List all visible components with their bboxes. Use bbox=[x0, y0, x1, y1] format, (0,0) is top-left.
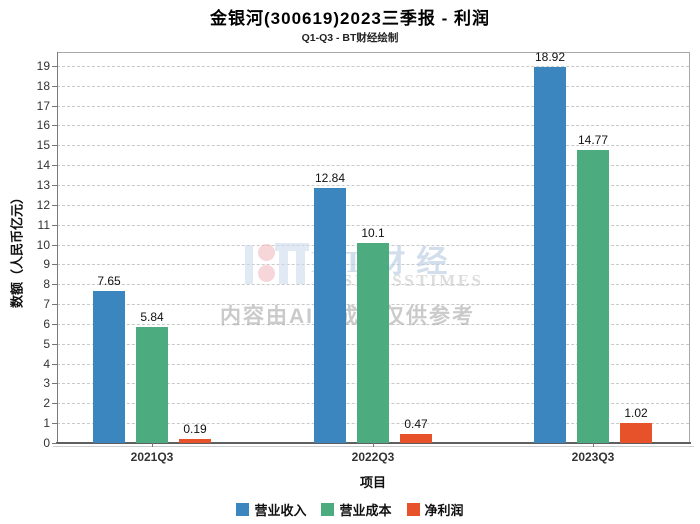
legend-swatch bbox=[321, 503, 335, 516]
y-tick-label: 18 bbox=[36, 78, 50, 93]
plot-border-top bbox=[57, 52, 690, 53]
y-tick-mark bbox=[52, 304, 57, 306]
y-tick-label: 12 bbox=[36, 197, 50, 212]
bar bbox=[620, 422, 652, 443]
y-tick-label: 2 bbox=[43, 396, 50, 411]
legend: 营业收入 营业成本 净利润 bbox=[0, 500, 700, 519]
y-tick-label: 13 bbox=[36, 177, 50, 192]
bar-value-label: 12.84 bbox=[314, 171, 346, 186]
y-tick-mark bbox=[52, 184, 57, 186]
bar-value-label: 0.19 bbox=[183, 422, 207, 437]
y-tick-mark bbox=[52, 423, 57, 425]
chart-title: 金银河(300619)2023三季报 - 利润 bbox=[210, 9, 490, 28]
y-tick-mark bbox=[52, 383, 57, 385]
x-category-label: 2022Q3 bbox=[351, 450, 395, 464]
x-axis-title: 项目 bbox=[359, 475, 386, 490]
y-tick-mark bbox=[52, 165, 57, 167]
legend-swatch bbox=[406, 503, 420, 516]
y-tick-mark bbox=[52, 204, 57, 206]
bar bbox=[534, 67, 566, 443]
y-tick-label: 8 bbox=[43, 277, 50, 292]
y-tick-mark bbox=[52, 264, 57, 266]
legend-label: 净利润 bbox=[424, 503, 464, 518]
bar bbox=[136, 327, 168, 443]
gridline bbox=[57, 85, 689, 87]
gridline bbox=[57, 145, 689, 147]
bars-layer: 7.65 12.84 18.92 5.84 10.1 14.77 0.19 0.47 1.02 bbox=[57, 50, 689, 443]
x-tick-mark bbox=[373, 443, 374, 447]
y-tick-label: 10 bbox=[36, 237, 50, 252]
y-tick-mark bbox=[52, 343, 57, 345]
bar-value-label: 5.84 bbox=[140, 310, 164, 325]
bar-value-label: 0.47 bbox=[404, 416, 428, 431]
bar-value-label: 7.65 bbox=[97, 274, 121, 289]
y-tick-label: 7 bbox=[43, 297, 50, 312]
x-tick-mark bbox=[593, 443, 594, 447]
y-tick-label: 1 bbox=[43, 416, 50, 431]
y-tick-label: 19 bbox=[36, 58, 50, 73]
bar bbox=[400, 433, 432, 443]
y-tick-mark bbox=[52, 125, 57, 127]
legend-item: 净利润 bbox=[406, 500, 464, 519]
y-tick-label: 16 bbox=[36, 118, 50, 133]
plot-border-right bbox=[689, 52, 690, 443]
y-tick-mark bbox=[52, 443, 57, 444]
y-axis-line bbox=[57, 52, 58, 444]
y-tick-label: 17 bbox=[36, 98, 50, 113]
legend-item: 营业收入 bbox=[236, 500, 306, 519]
x-category-label: 2023Q3 bbox=[571, 450, 615, 464]
gridline bbox=[57, 184, 689, 186]
bar-value-label: 18.92 bbox=[534, 50, 566, 65]
y-tick-label: 6 bbox=[43, 316, 50, 331]
gridline bbox=[57, 65, 689, 67]
bar-value-label: 14.77 bbox=[577, 132, 609, 147]
gridline bbox=[57, 105, 689, 107]
bar bbox=[179, 439, 211, 443]
bar bbox=[357, 242, 389, 443]
y-tick-mark bbox=[52, 224, 57, 226]
y-tick-mark bbox=[52, 105, 57, 107]
x-category-label: 2021Q3 bbox=[130, 450, 174, 464]
plot-area: BT财经 BUSINESSTIMES 内容由AI生成，仅供参考 7.6512.8… bbox=[57, 50, 689, 443]
y-tick-mark bbox=[52, 85, 57, 87]
legend-item: 营业成本 bbox=[321, 500, 392, 519]
bar bbox=[314, 188, 346, 443]
y-tick-label: 14 bbox=[36, 158, 50, 173]
y-tick-mark bbox=[52, 323, 57, 325]
y-tick-mark bbox=[52, 65, 57, 67]
chart-subtitle: Q1-Q3 - BT财经绘制 bbox=[301, 32, 399, 44]
y-tick-label: 15 bbox=[36, 138, 50, 153]
legend-swatch bbox=[236, 503, 250, 516]
bar-value-label: 10.1 bbox=[361, 225, 385, 240]
y-tick-label: 3 bbox=[43, 376, 50, 391]
y-tick-mark bbox=[52, 145, 57, 147]
legend-label: 营业收入 bbox=[254, 503, 307, 518]
gridline bbox=[57, 224, 689, 226]
gridline bbox=[57, 204, 689, 206]
y-tick-label: 4 bbox=[43, 356, 50, 371]
y-tick-mark bbox=[52, 244, 57, 246]
legend-label: 营业成本 bbox=[339, 503, 392, 518]
gridline bbox=[57, 165, 689, 167]
gridline bbox=[57, 125, 689, 127]
bar bbox=[577, 149, 609, 443]
y-tick-mark bbox=[52, 363, 57, 365]
bar-value-label: 1.02 bbox=[624, 405, 648, 420]
y-tick-label: 9 bbox=[43, 257, 50, 272]
y-tick-label: 11 bbox=[37, 217, 50, 232]
bar bbox=[93, 291, 125, 443]
y-tick-label: 5 bbox=[43, 336, 50, 351]
y-tick-mark bbox=[52, 403, 57, 405]
x-tick-mark bbox=[152, 443, 153, 447]
y-tick-label: 0 bbox=[43, 436, 50, 450]
y-tick-mark bbox=[52, 284, 57, 286]
